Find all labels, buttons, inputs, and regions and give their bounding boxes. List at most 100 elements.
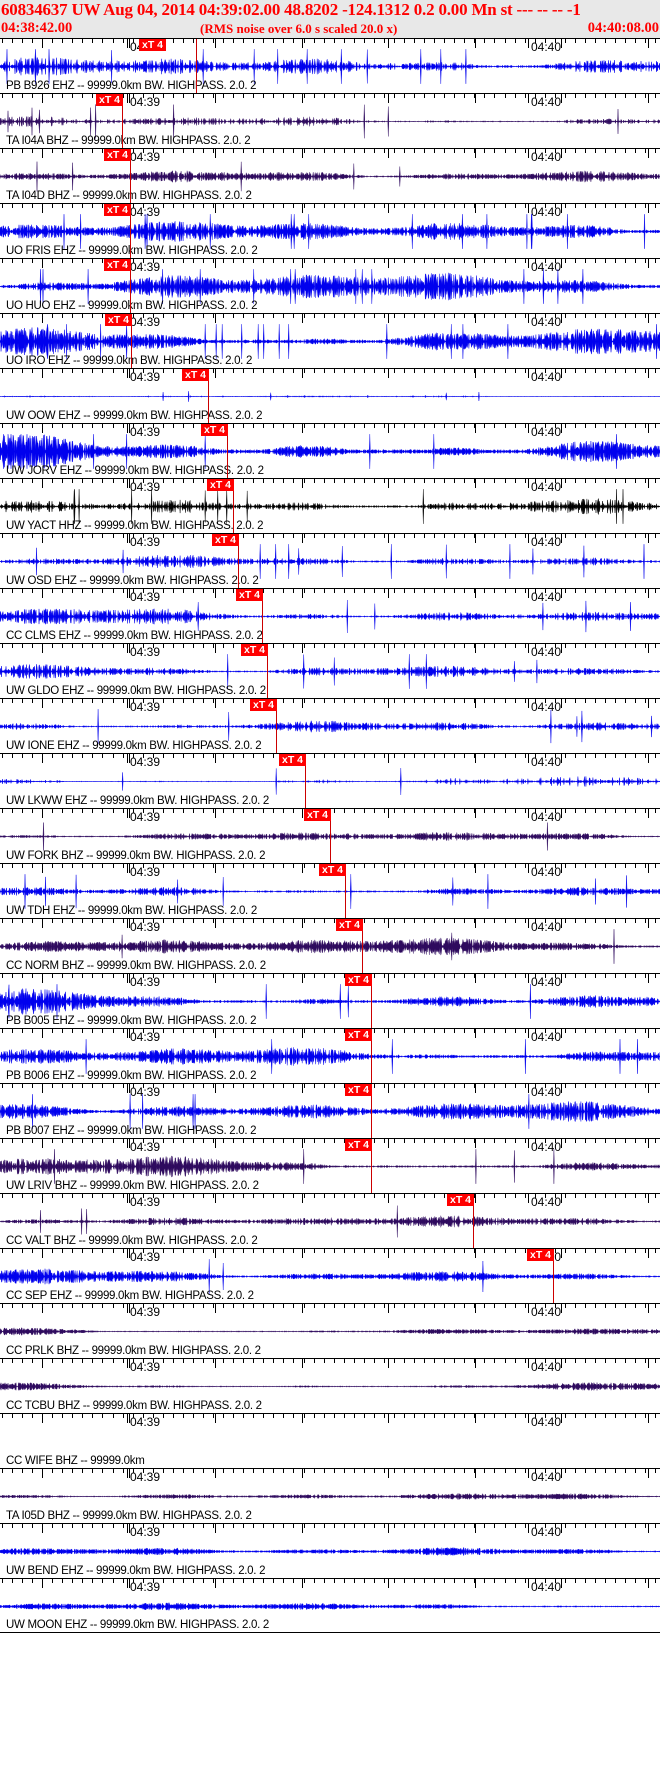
- trace-row[interactable]: 04:39 04:40 PB B005 EHZ -- 99999.0km BW. H…: [0, 973, 660, 1028]
- waveform: [0, 874, 660, 909]
- waveform: [0, 984, 660, 1019]
- phase-pick-tag[interactable]: xT 4: [279, 754, 307, 766]
- phase-pick-line[interactable]: [233, 479, 235, 533]
- phase-pick-tag[interactable]: xT 4: [212, 534, 240, 546]
- phase-pick-tag[interactable]: xT 4: [527, 1249, 555, 1261]
- station-channel-label: UW JORV EHZ -- 99999.0km BW. HIGHPASS. 2…: [6, 465, 264, 477]
- time-tick-label-right: 04:40: [531, 150, 562, 164]
- phase-pick-tag[interactable]: xT 4: [345, 1084, 373, 1096]
- event-header-line: 60834637 UW Aug 04, 2014 04:39:02.00 48.…: [1, 0, 581, 19]
- time-tick-label-left: 04:39: [130, 810, 161, 824]
- time-axis-ticks: [0, 1194, 660, 1203]
- time-tick-label-right: 04:40: [531, 920, 562, 934]
- trace-row[interactable]: 04:39 04:40 PB B006 EHZ -- 99999.0km BW. H…: [0, 1028, 660, 1083]
- phase-pick-line[interactable]: [238, 534, 240, 588]
- phase-pick-line[interactable]: [130, 204, 132, 258]
- trace-row[interactable]: 04:39 04:40 UW IONE EHZ -- 99999.0km BW. H…: [0, 698, 660, 753]
- trace-row[interactable]: 04:39 04:40 CC TCBU BHZ -- 99999.0km BW. H…: [0, 1358, 660, 1413]
- phase-pick-line[interactable]: [122, 94, 124, 148]
- trace-row[interactable]: 04:39 04:40 CC WIFE BHZ -- 99999.0km: [0, 1413, 660, 1468]
- station-channel-label: UO FRIS EHZ -- 99999.0km BW. HIGHPASS. 2…: [6, 245, 258, 257]
- phase-pick-tag[interactable]: xT 4: [139, 39, 167, 51]
- trace-row[interactable]: 04:39 04:40 TA I04A BHZ -- 99999.0km BW. H…: [0, 93, 660, 148]
- phase-pick-tag[interactable]: xT 4: [304, 809, 332, 821]
- time-tick-label-right: 04:40: [531, 1360, 562, 1374]
- phase-pick-tag[interactable]: xT 4: [104, 204, 132, 216]
- phase-pick-tag[interactable]: xT 4: [241, 644, 269, 656]
- phase-pick-tag[interactable]: xT 4: [104, 259, 132, 271]
- trace-row[interactable]: 04:39 04:40 UO HUO EHZ -- 99999.0km BW. HI…: [0, 258, 660, 313]
- trace-row[interactable]: 04:39 04:40 UW OSD EHZ -- 99999.0km BW. HI…: [0, 533, 660, 588]
- waveform: [0, 489, 660, 524]
- time-tick-label-right: 04:40: [531, 1085, 562, 1099]
- trace-row[interactable]: 04:39 04:40 PB B007 EHZ -- 99999.0km BW. H…: [0, 1083, 660, 1138]
- phase-pick-line[interactable]: [227, 424, 229, 478]
- time-axis-ticks: [0, 314, 660, 323]
- time-tick-label-right: 04:40: [531, 535, 562, 549]
- trace-row[interactable]: 04:39 04:40 CC NORM BHZ -- 99999.0km BW. H…: [0, 918, 660, 973]
- phase-pick-line[interactable]: [362, 919, 364, 973]
- phase-pick-line[interactable]: [130, 259, 132, 313]
- phase-pick-line[interactable]: [371, 1084, 373, 1138]
- phase-pick-line[interactable]: [371, 1139, 373, 1193]
- time-tick-label-right: 04:40: [531, 1030, 562, 1044]
- phase-pick-tag[interactable]: xT 4: [345, 974, 373, 986]
- trace-row[interactable]: 04:39 04:40 UO IRO EHZ -- 99999.0km BW. HI…: [0, 313, 660, 368]
- phase-pick-line[interactable]: [371, 1029, 373, 1083]
- time-tick-label-right: 04:40: [531, 205, 562, 219]
- station-channel-label: UW MOON EHZ -- 99999.0km BW. HIGHPASS. 2…: [6, 1619, 269, 1631]
- phase-pick-line[interactable]: [130, 149, 132, 203]
- time-tick-label-left: 04:39: [130, 535, 161, 549]
- trace-row[interactable]: 04:39 04:40 UW MOON EHZ -- 99999.0km BW. H…: [0, 1578, 660, 1633]
- phase-pick-line[interactable]: [267, 644, 269, 698]
- phase-pick-line[interactable]: [553, 1249, 555, 1303]
- waveform: [0, 104, 660, 139]
- trace-row[interactable]: 04:39 04:40 UW TDH EHZ -- 99999.0km BW. HI…: [0, 863, 660, 918]
- phase-pick-line[interactable]: [305, 754, 307, 808]
- station-channel-label: CC TCBU BHZ -- 99999.0km BW. HIGHPASS. 2…: [6, 1400, 262, 1412]
- phase-pick-line[interactable]: [262, 589, 264, 643]
- phase-pick-line[interactable]: [473, 1194, 475, 1248]
- trace-row[interactable]: 04:39 04:40 UW LRIV BHZ -- 99999.0km BW. H…: [0, 1138, 660, 1193]
- trace-row[interactable]: 04:39 04:40 CC PRLK BHZ -- 99999.0km BW. H…: [0, 1303, 660, 1358]
- phase-pick-line[interactable]: [371, 974, 373, 1028]
- phase-pick-line[interactable]: [196, 39, 198, 93]
- phase-pick-tag[interactable]: xT 4: [182, 369, 210, 381]
- phase-pick-line[interactable]: [345, 864, 347, 918]
- trace-row[interactable]: 04:39 04:40 UW BEND EHZ -- 99999.0km BW. H…: [0, 1523, 660, 1578]
- phase-pick-line[interactable]: [208, 369, 210, 423]
- phase-pick-tag[interactable]: xT 4: [105, 314, 133, 326]
- phase-pick-tag[interactable]: xT 4: [250, 699, 278, 711]
- trace-row[interactable]: 04:39 04:40 CC VALT BHZ -- 99999.0km BW. H…: [0, 1193, 660, 1248]
- phase-pick-line[interactable]: [276, 699, 278, 753]
- waveform: [0, 1381, 660, 1392]
- time-tick-label-right: 04:40: [531, 425, 562, 439]
- trace-row[interactable]: 04:39 04:40 CC CLMS EHZ -- 99999.0km BW. H…: [0, 588, 660, 643]
- trace-row[interactable]: 04:39 04:40 UW GLDO EHZ -- 99999.0km BW. H…: [0, 643, 660, 698]
- trace-row[interactable]: 04:39 04:40 UW YACT HHZ -- 99999.0km BW. H…: [0, 478, 660, 533]
- phase-pick-tag[interactable]: xT 4: [96, 94, 124, 106]
- phase-pick-tag[interactable]: xT 4: [236, 589, 264, 601]
- phase-pick-tag[interactable]: xT 4: [201, 424, 229, 436]
- trace-row[interactable]: 04:39 04:40 TA I05D BHZ -- 99999.0km BW. H…: [0, 1468, 660, 1523]
- trace-row[interactable]: 04:39 04:40 TA I04D BHZ -- 99999.0km BW. H…: [0, 148, 660, 203]
- trace-row[interactable]: 04:39 04:40 UW LKWW EHZ -- 99999.0km BW. H…: [0, 753, 660, 808]
- phase-pick-tag[interactable]: xT 4: [447, 1194, 475, 1206]
- trace-row[interactable]: 04:39 04:40 UW JORV EHZ -- 99999.0km BW. H…: [0, 423, 660, 478]
- trace-row[interactable]: 04:39 04:40 UW FORK BHZ -- 99999.0km BW. H…: [0, 808, 660, 863]
- trace-row[interactable]: 04:39 04:40 UO FRIS EHZ -- 99999.0km BW. H…: [0, 203, 660, 258]
- station-channel-label: UW OSD EHZ -- 99999.0km BW. HIGHPASS. 2.…: [6, 575, 259, 587]
- waveform: [0, 929, 660, 964]
- phase-pick-tag[interactable]: xT 4: [336, 919, 364, 931]
- phase-pick-tag[interactable]: xT 4: [104, 149, 132, 161]
- phase-pick-tag[interactable]: xT 4: [345, 1139, 373, 1151]
- phase-pick-line[interactable]: [330, 809, 332, 863]
- phase-pick-line[interactable]: [131, 314, 133, 368]
- phase-pick-tag[interactable]: xT 4: [319, 864, 347, 876]
- trace-row[interactable]: 04:39 04:40 UW OOW EHZ -- 99999.0km BW. HI…: [0, 368, 660, 423]
- time-tick-label-left: 04:39: [130, 865, 161, 879]
- phase-pick-tag[interactable]: xT 4: [207, 479, 235, 491]
- phase-pick-tag[interactable]: xT 4: [345, 1029, 373, 1041]
